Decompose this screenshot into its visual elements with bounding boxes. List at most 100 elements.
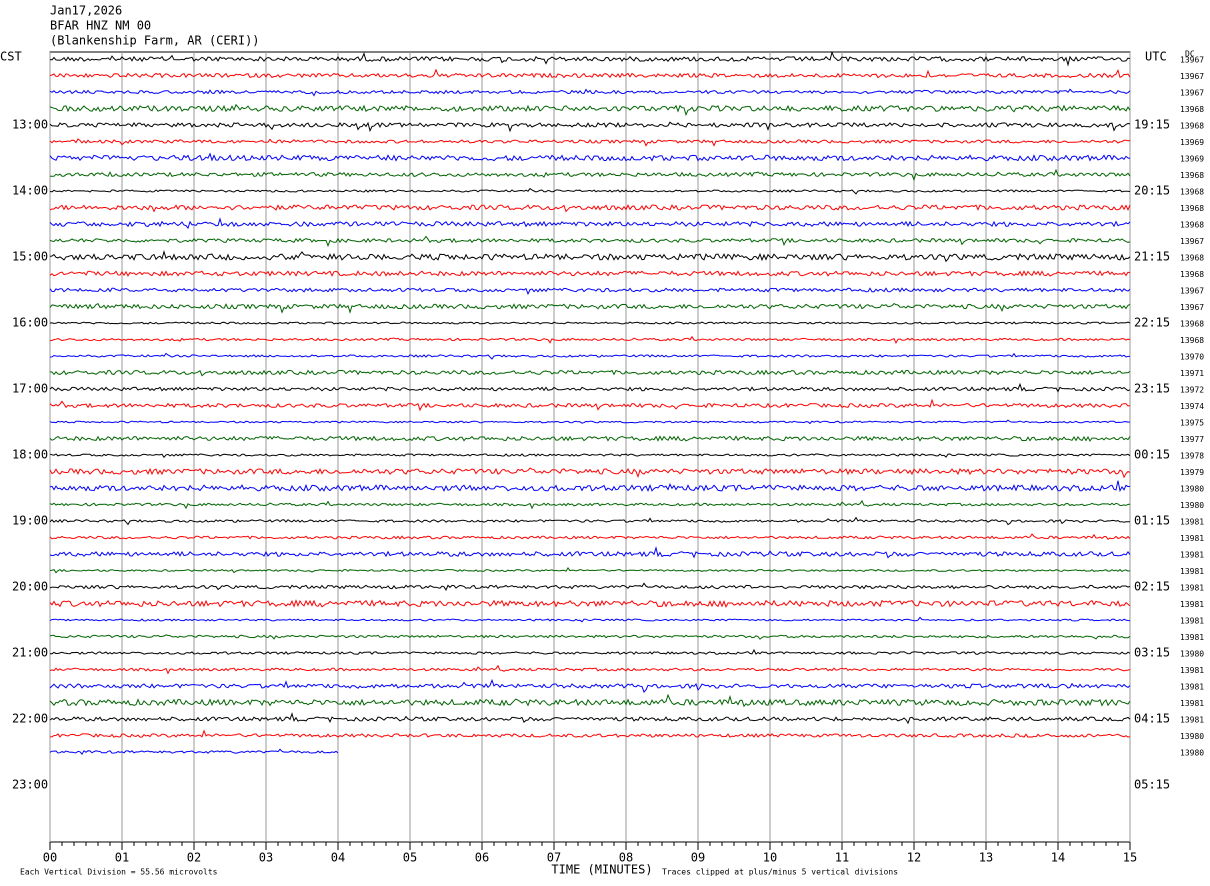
right-time-label: 19:15 <box>1134 118 1170 132</box>
trace <box>49 693 1131 708</box>
x-tick-label: 09 <box>691 851 705 865</box>
trace <box>49 748 339 755</box>
left-time-label: 14:00 <box>12 184 48 198</box>
trace <box>49 599 1131 609</box>
dc-offset: 13980 <box>1180 485 1204 494</box>
right-time-label: 05:15 <box>1134 778 1170 792</box>
trace <box>49 335 1131 345</box>
plot-frame <box>49 51 1131 843</box>
dc-offset: 13981 <box>1180 551 1204 560</box>
trace <box>49 217 1131 230</box>
dc-offset: 13981 <box>1180 518 1204 527</box>
dc-offset: 13968 <box>1180 204 1204 213</box>
right-time-label: 22:15 <box>1134 316 1170 330</box>
dc-offset: 13968 <box>1180 221 1204 230</box>
x-tick-label: 13 <box>979 851 993 865</box>
dc-offset: 13981 <box>1180 633 1204 642</box>
dc-offset: 13977 <box>1180 435 1204 444</box>
x-tick-label: 12 <box>907 851 921 865</box>
dc-offset: 13981 <box>1180 617 1204 626</box>
right-time-label: 03:15 <box>1134 646 1170 660</box>
right-time-label: 20:15 <box>1134 184 1170 198</box>
trace <box>49 419 1131 425</box>
dc-offset: 13968 <box>1180 270 1204 279</box>
dc-offset: 13980 <box>1180 650 1204 659</box>
dc-offset: 13981 <box>1180 534 1204 543</box>
trace <box>49 634 1131 640</box>
left-zone: CST <box>0 50 22 64</box>
dc-offset: 13979 <box>1180 468 1204 477</box>
header-station: BFAR HNZ NM 00 <box>50 19 151 33</box>
trace <box>49 546 1131 559</box>
dc-offset: 13980 <box>1180 749 1204 758</box>
dc-offset: 13971 <box>1180 369 1204 378</box>
x-tick-label: 07 <box>547 851 561 865</box>
trace <box>50 168 1131 182</box>
trace <box>49 566 1131 574</box>
trace <box>49 302 1131 314</box>
dc-offset: 13970 <box>1180 353 1204 362</box>
right-time-label: 02:15 <box>1134 580 1170 594</box>
left-time-label: 13:00 <box>12 118 48 132</box>
trace <box>49 103 1131 117</box>
trace <box>49 480 1131 493</box>
trace <box>49 88 1131 97</box>
dc-offset: 13969 <box>1180 155 1204 164</box>
x-tick-label: 08 <box>619 851 633 865</box>
left-time-label: 19:00 <box>12 514 48 528</box>
x-tick-label: 01 <box>115 851 129 865</box>
dc-offset: 13969 <box>1180 138 1204 147</box>
dc-offset: 13967 <box>1180 56 1204 65</box>
dc-offset: 13967 <box>1180 237 1204 246</box>
right-time-label: 04:15 <box>1134 712 1170 726</box>
dc-offset: 13967 <box>1180 303 1204 312</box>
trace <box>49 467 1131 479</box>
dc-offset: 13968 <box>1180 105 1204 114</box>
trace <box>49 235 1131 248</box>
trace <box>49 648 1131 655</box>
x-tick-label: 10 <box>763 851 777 865</box>
trace <box>49 68 1131 79</box>
dc-offset: 13968 <box>1180 171 1204 180</box>
left-time-label: 23:00 <box>12 778 48 792</box>
right-time-label: 23:15 <box>1134 382 1170 396</box>
dc-offset: 13981 <box>1180 584 1204 593</box>
dc-offset: 13967 <box>1180 89 1204 98</box>
trace <box>49 270 1131 277</box>
trace <box>49 50 1131 67</box>
trace <box>49 398 1131 412</box>
x-tick-label: 02 <box>187 851 201 865</box>
right-zone: UTC <box>1145 50 1167 64</box>
dc-offset: 13981 <box>1180 666 1204 675</box>
trace <box>49 382 1131 393</box>
trace <box>49 204 1131 213</box>
dc-offset: 13975 <box>1180 419 1204 428</box>
trace <box>49 369 1131 377</box>
left-time-label: 17:00 <box>12 382 48 396</box>
left-time-label: 15:00 <box>12 250 48 264</box>
dc-offset: 13981 <box>1180 600 1204 609</box>
trace <box>49 138 1131 147</box>
trace <box>49 499 1131 510</box>
trace <box>49 152 1131 162</box>
footer-left: Each Vertical Division = 55.56 microvolt… <box>20 868 218 877</box>
dc-offset: 13981 <box>1180 567 1204 576</box>
dc-offset: 13980 <box>1180 732 1204 741</box>
trace <box>49 453 1131 459</box>
trace <box>49 712 1131 725</box>
x-tick-label: 04 <box>331 851 345 865</box>
x-tick-label: 05 <box>403 851 417 865</box>
dc-offset: 13968 <box>1180 254 1204 263</box>
right-time-label: 00:15 <box>1134 448 1170 462</box>
header-date: Jan17,2026 <box>50 4 122 18</box>
dc-offset: 13968 <box>1180 336 1204 345</box>
x-tick-label: 15 <box>1123 851 1137 865</box>
trace <box>49 287 1131 296</box>
dc-header: DC <box>1185 50 1195 59</box>
dc-offset: 13981 <box>1180 699 1204 708</box>
dc-offset: 13968 <box>1180 122 1204 131</box>
trace <box>49 250 1131 263</box>
right-time-label: 21:15 <box>1134 250 1170 264</box>
